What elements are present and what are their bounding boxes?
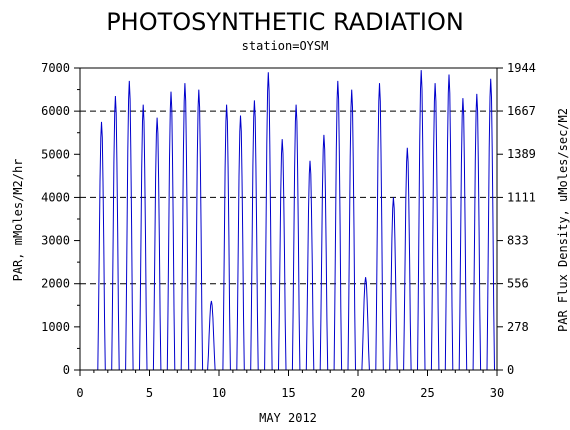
x-tick-label: 20 [351,386,365,400]
x-tick-label: 15 [281,386,295,400]
x-tick-label: 5 [146,386,153,400]
y-axis-right: 0 278 556 833 1111 1389 1667 1944 [497,61,536,377]
y-tick-label-left: 0 [63,363,70,377]
y-tick-label-left: 3000 [41,234,70,248]
y-tick-label-left: 5000 [41,147,70,161]
y-tick-label-left: 4000 [41,190,70,204]
x-tick-label: 0 [76,386,83,400]
y-axis-label-left: PAR, mMoles/M2/hr [11,159,25,282]
par-line [97,70,496,371]
y-tick-label-right: 1389 [507,147,536,161]
y-tick-label-left: 7000 [41,61,70,75]
par-series [97,70,496,371]
x-axis: 0 5 10 15 20 25 30 [76,370,504,400]
y-tick-label-right: 556 [507,277,529,291]
y-tick-label-left: 6000 [41,104,70,118]
x-tick-label: 10 [212,386,226,400]
y-tick-label-right: 0 [507,363,514,377]
y-tick-label-left: 2000 [41,277,70,291]
y-tick-label-right: 1667 [507,104,536,118]
y-tick-label-left: 1000 [41,320,70,334]
y-tick-label-right: 1111 [507,190,536,204]
chart-title: PHOTOSYNTHETIC RADIATION [106,8,464,36]
x-tick-label: 30 [490,386,504,400]
y-tick-label-right: 1944 [507,61,536,75]
x-tick-label: 25 [420,386,434,400]
y-tick-label-right: 833 [507,234,529,248]
x-axis-label: MAY 2012 [259,411,317,425]
y-axis-label-right: PAR Flux Density, uMoles/sec/M2 [556,108,570,332]
chart-subtitle: station=OYSM [242,39,329,53]
y-tick-label-right: 278 [507,320,529,334]
y-axis-left: 0 1000 2000 3000 4000 5000 6000 7000 [41,61,80,377]
